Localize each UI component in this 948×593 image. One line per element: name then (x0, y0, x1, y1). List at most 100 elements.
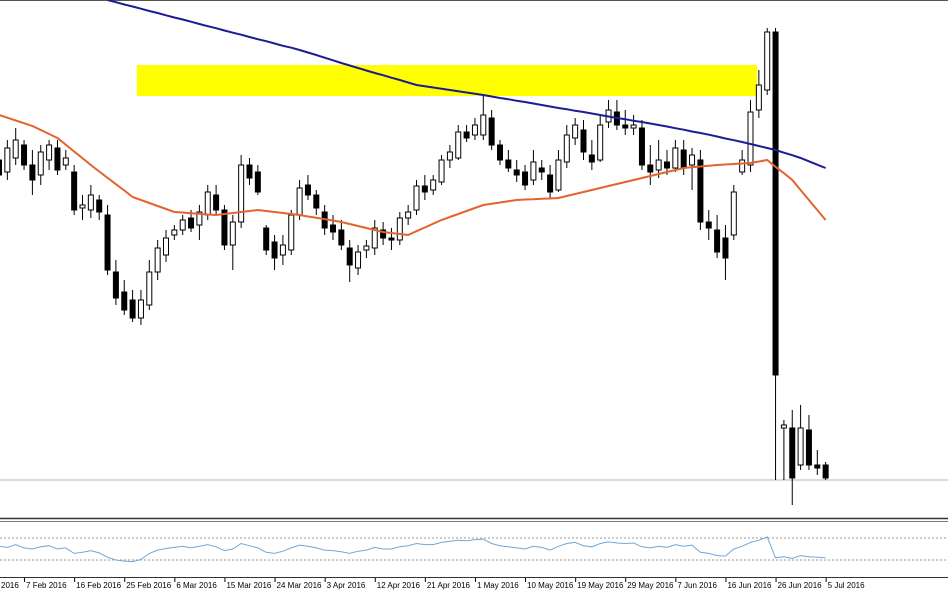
candle-body (739, 159, 746, 173)
candle-body (204, 191, 211, 216)
candle-body (171, 229, 178, 236)
candle-body (263, 227, 270, 251)
candle-body (12, 139, 19, 159)
candle-body (137, 299, 144, 319)
candle-body (789, 427, 796, 479)
candle-body (62, 157, 69, 166)
candle-body (597, 124, 604, 161)
x-tick-label: 16 Jun 2016 (727, 581, 772, 590)
candle-body (129, 299, 136, 319)
candle-body (388, 237, 395, 241)
candle-body (563, 134, 570, 163)
candle-body (630, 124, 637, 129)
candle-body (655, 159, 662, 171)
price-panel (0, 0, 948, 505)
candle-body (229, 221, 236, 246)
x-tick-label: 10 May 2016 (527, 581, 574, 590)
candle-body (647, 164, 654, 173)
candle-body (296, 187, 303, 216)
candle-body (163, 237, 169, 256)
candle-body (79, 204, 86, 209)
candle-body (471, 124, 478, 136)
candle-body (154, 247, 161, 273)
candle-body (37, 151, 44, 176)
candle-body (271, 241, 278, 259)
candle-body (4, 147, 11, 173)
x-tick-label: 19 May 2016 (577, 581, 624, 590)
candle-body (714, 229, 721, 253)
candle-body (288, 214, 295, 251)
candle-body (780, 424, 787, 429)
candle-body (355, 251, 362, 269)
candle-body (513, 169, 520, 176)
x-tick-label: 24 Mar 2016 (277, 581, 322, 590)
candle-body (96, 199, 103, 213)
candle-body (363, 245, 370, 251)
candle-body (463, 131, 470, 139)
candle-body (505, 159, 512, 169)
candle-body (104, 214, 111, 271)
candle-body (213, 194, 220, 211)
candle-body (246, 164, 253, 179)
candle-body (338, 229, 345, 246)
candle-body (638, 127, 645, 166)
x-tick-label: 3 Apr 2016 (327, 581, 366, 590)
candle-body (413, 185, 420, 211)
x-tick-label: 29 May 2016 (627, 581, 674, 590)
candle-body (87, 194, 94, 211)
candle-body (538, 167, 545, 173)
candle-body (572, 124, 579, 139)
candle-body (446, 151, 453, 161)
candle-body (405, 211, 412, 219)
candle-body (797, 427, 804, 466)
candle-body (179, 219, 186, 231)
resistance-zone (136, 65, 758, 96)
candle-body (822, 464, 829, 479)
candle-body (254, 171, 261, 193)
candle-body (814, 464, 821, 469)
x-tick-label: 6 Mar 2016 (176, 581, 217, 590)
candle-body (555, 159, 562, 191)
x-tick-label: 16 Feb 2016 (76, 581, 121, 590)
candle-body (46, 144, 53, 161)
candle-body (705, 221, 712, 229)
x-tick-label: 1 May 2016 (477, 581, 519, 590)
candle-body (221, 209, 228, 246)
candle-body (680, 149, 687, 169)
candle-body (530, 161, 537, 181)
candle-body (196, 211, 203, 226)
x-axis: 2016 7 Feb 2016 16 Feb 2016 25 Feb 2016 6 Ma… (1, 578, 865, 590)
candle-body (689, 154, 696, 166)
candle-body (313, 194, 320, 209)
x-tick-label: 21 Apr 2016 (427, 581, 471, 590)
candle-body (54, 147, 61, 171)
candle-body (396, 217, 403, 241)
candle-body (380, 229, 387, 239)
candle-body (664, 161, 670, 169)
x-tick-label: 7 Feb 2016 (26, 581, 67, 590)
moving-average (107, 0, 826, 169)
candle-body (29, 164, 36, 181)
candle-body (430, 179, 437, 191)
candle-body (455, 131, 462, 159)
candle-body (188, 217, 195, 229)
candle-body (21, 144, 28, 166)
candle-body (697, 159, 704, 223)
x-tick-label: 5 Jul 2016 (828, 581, 865, 590)
candle-body (588, 154, 595, 163)
oscillator-line (0, 536, 826, 563)
candle-body (747, 111, 754, 166)
oscillator-panel (0, 536, 948, 563)
x-tick-label: 7 Jun 2016 (677, 581, 717, 590)
x-tick-label: 25 Feb 2016 (126, 581, 171, 590)
x-tick-label: 26 Jun 2016 (778, 581, 823, 590)
candle-body (0, 159, 2, 176)
candle-body (304, 184, 311, 196)
candle-body (488, 117, 495, 146)
x-tick-label: 12 Apr 2016 (377, 581, 421, 590)
candle-body (522, 171, 529, 186)
candle-body (547, 174, 554, 193)
